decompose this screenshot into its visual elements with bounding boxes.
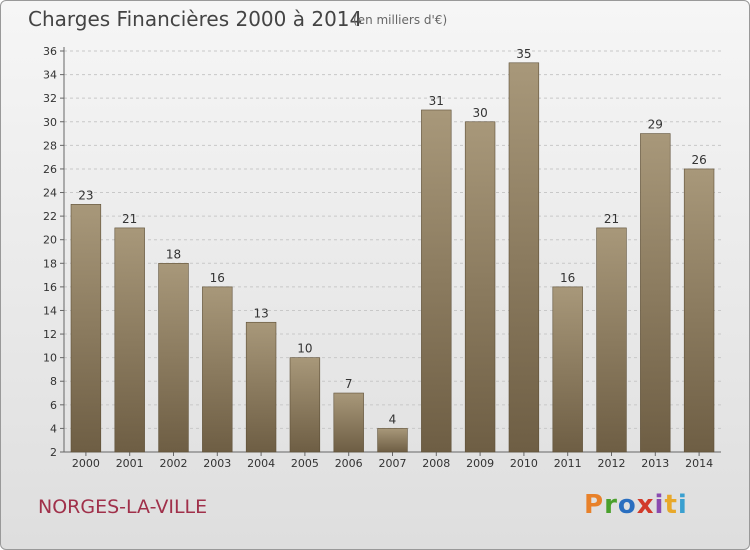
y-tick-label: 26 [43, 163, 57, 176]
data-label-2001: 21 [122, 212, 137, 226]
bar-2013 [640, 133, 671, 453]
x-tick-label-2014: 2014 [685, 457, 713, 470]
proxiti-logo[interactable]: Proxiti [584, 490, 688, 520]
bar-2005 [289, 357, 321, 453]
brand-letter: i [677, 490, 688, 520]
x-tick-label-2007: 2007 [379, 457, 407, 470]
y-tick-label: 12 [43, 328, 57, 341]
bar-2011 [552, 286, 583, 453]
y-tick-label: 10 [43, 352, 57, 365]
x-tick-label-2011: 2011 [554, 457, 582, 470]
data-label-2008: 31 [429, 94, 444, 108]
x-tick-label-2001: 2001 [116, 457, 144, 470]
y-tick-label: 6 [50, 399, 57, 412]
x-tick-label-2008: 2008 [422, 457, 450, 470]
data-label-2004: 13 [253, 306, 268, 320]
data-label-2011: 16 [560, 271, 575, 285]
brand-letter: t [664, 490, 678, 520]
y-tick-label: 2 [50, 446, 57, 459]
brand-letter: i [654, 490, 665, 520]
y-tick-label: 14 [43, 304, 57, 317]
bar-2004 [245, 321, 277, 453]
chart-subtitle: (en milliers d'€) [353, 13, 448, 27]
x-tick-label-2013: 2013 [641, 457, 669, 470]
bar-2008 [421, 109, 452, 453]
data-label-2000: 23 [78, 188, 93, 202]
brand-letter: P [584, 490, 605, 520]
y-tick-label: 18 [43, 257, 57, 270]
bar-2009 [464, 121, 496, 453]
y-tick-label: 16 [43, 281, 57, 294]
data-label-2012: 21 [604, 212, 619, 226]
data-label-2006: 7 [345, 377, 353, 391]
x-tick-label-2002: 2002 [160, 457, 188, 470]
data-label-2009: 30 [472, 106, 487, 120]
data-label-2013: 29 [648, 118, 663, 132]
x-tick-label-2000: 2000 [72, 457, 100, 470]
x-tick-label-2009: 2009 [466, 457, 494, 470]
x-tick-label-2003: 2003 [203, 457, 231, 470]
y-tick-label: 4 [50, 422, 57, 435]
y-tick-label: 32 [43, 92, 57, 105]
x-tick-label-2004: 2004 [247, 457, 275, 470]
x-tick-label-2012: 2012 [598, 457, 626, 470]
bar-2000 [70, 204, 102, 453]
bar-2006 [333, 392, 364, 453]
data-label-2005: 10 [297, 342, 312, 356]
bar-2010 [508, 62, 540, 453]
y-tick-label: 8 [50, 375, 57, 388]
bar-2002 [158, 262, 189, 453]
chart-title: Charges Financières 2000 à 2014 [28, 7, 363, 31]
data-label-2010: 35 [516, 47, 531, 61]
bar-2014 [683, 168, 715, 453]
y-tick-label: 30 [43, 116, 57, 129]
bar-2001 [114, 227, 145, 453]
brand-letter: x [636, 490, 655, 520]
bar-2003 [202, 286, 233, 453]
commune-name: NORGES-LA-VILLE [38, 496, 208, 518]
data-label-2014: 26 [691, 153, 706, 167]
x-tick-label-2005: 2005 [291, 457, 319, 470]
brand-letter: r [604, 490, 618, 520]
x-tick-label-2006: 2006 [335, 457, 363, 470]
x-tick-label-2010: 2010 [510, 457, 538, 470]
data-label-2007: 4 [389, 412, 397, 426]
data-labels: 23 21 18 16 13 10 7 4 31 30 35 16 21 29 26 [78, 47, 706, 427]
y-tick-label: 28 [43, 139, 57, 152]
bar-2007 [377, 428, 408, 453]
y-tick-label: 22 [43, 210, 57, 223]
y-tick-label: 36 [43, 45, 57, 58]
data-label-2002: 18 [166, 247, 181, 261]
y-tick-label: 24 [43, 187, 57, 200]
brand-letter: o [617, 490, 637, 520]
bars [70, 62, 715, 453]
data-label-2003: 16 [210, 271, 225, 285]
y-tick-label: 34 [43, 69, 57, 82]
y-tick-label: 20 [43, 234, 57, 247]
bar-2012 [596, 227, 627, 453]
